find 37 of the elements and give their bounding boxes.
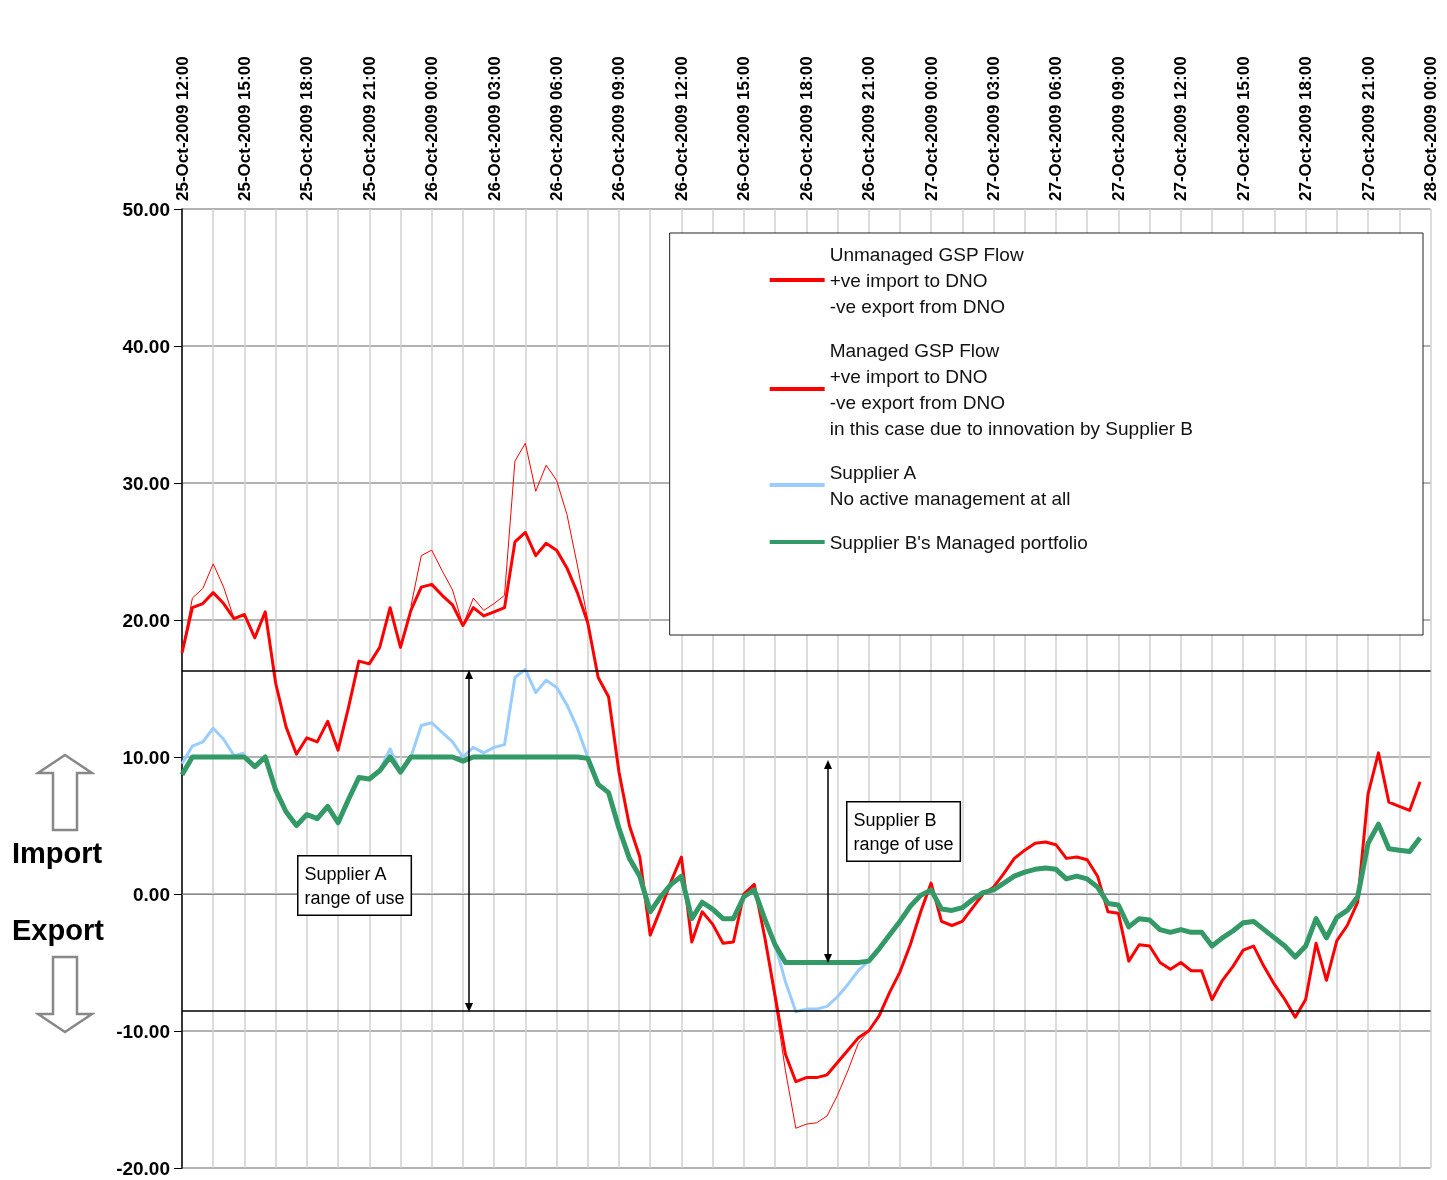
x-tick-label: 27-Oct-2009 03:00	[984, 56, 1004, 201]
y-tick-label: 50.00	[122, 198, 170, 220]
x-tick-label: 25-Oct-2009 15:00	[234, 56, 254, 201]
x-tick-label: 27-Oct-2009 21:00	[1358, 56, 1378, 201]
annotation: Supplier A range of use	[304, 863, 405, 908]
legend-label: Unmanaged GSP Flow +ve import to DNO -ve export from DNO	[829, 243, 1024, 317]
x-tick-label: 25-Oct-2009 12:00	[172, 56, 192, 201]
annotation: Supplier B range of use	[853, 809, 954, 854]
x-tick-label: 26-Oct-2009 00:00	[422, 56, 442, 201]
x-tick-label: 27-Oct-2009 18:00	[1296, 56, 1316, 201]
x-tick-label: 26-Oct-2009 21:00	[859, 56, 879, 201]
y-tick-label: -10.00	[116, 1020, 170, 1042]
legend-label: Supplier A No active management at all	[829, 461, 1071, 509]
y-tick-label: 30.00	[122, 472, 170, 494]
legend-label: Managed GSP Flow +ve import to DNO -ve export from DNO in this case due to innovation by Supplier B	[829, 339, 1194, 439]
x-tick-label: 28-Oct-2009 00:00	[1421, 56, 1440, 201]
x-tick-label: 26-Oct-2009 12:00	[671, 56, 691, 201]
x-tick-label: 25-Oct-2009 21:00	[359, 56, 379, 201]
legend-label: Supplier B's Managed portfolio	[829, 531, 1088, 553]
y-tick-label: 20.00	[122, 609, 170, 631]
x-tick-label: 27-Oct-2009 12:00	[1171, 56, 1191, 201]
x-tick-label: 26-Oct-2009 09:00	[609, 56, 629, 201]
x-tick-label: 25-Oct-2009 18:00	[297, 56, 317, 201]
x-tick-label: 27-Oct-2009 00:00	[921, 56, 941, 201]
x-tick-label: 26-Oct-2009 06:00	[547, 56, 567, 201]
y-tick-label: 0.00	[133, 883, 170, 905]
x-tick-label: 26-Oct-2009 03:00	[484, 56, 504, 201]
y-tick-label: 10.00	[122, 746, 170, 768]
text: Export	[12, 913, 105, 946]
x-tick-label: 26-Oct-2009 15:00	[734, 56, 754, 201]
y-tick-label: 40.00	[122, 335, 170, 357]
x-tick-label: 27-Oct-2009 09:00	[1108, 56, 1128, 201]
x-tick-label: 26-Oct-2009 18:00	[796, 56, 816, 201]
x-tick-label: 27-Oct-2009 06:00	[1046, 56, 1066, 201]
y-tick-label: -20.00	[116, 1157, 170, 1179]
text: Import	[12, 836, 103, 869]
x-tick-label: 27-Oct-2009 15:00	[1233, 56, 1253, 201]
